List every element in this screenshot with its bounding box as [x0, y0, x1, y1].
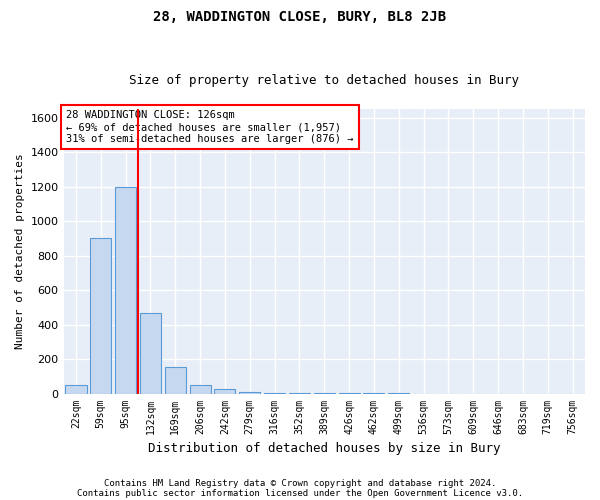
X-axis label: Distribution of detached houses by size in Bury: Distribution of detached houses by size …	[148, 442, 500, 455]
Y-axis label: Number of detached properties: Number of detached properties	[15, 154, 25, 349]
Bar	[65, 385, 86, 394]
Bar	[239, 392, 260, 394]
Bar	[90, 238, 112, 394]
Bar	[289, 393, 310, 394]
Bar	[264, 392, 285, 394]
Bar	[140, 312, 161, 394]
Bar	[115, 186, 136, 394]
Bar	[190, 385, 211, 394]
Text: 28 WADDINGTON CLOSE: 126sqm
← 69% of detached houses are smaller (1,957)
31% of : 28 WADDINGTON CLOSE: 126sqm ← 69% of det…	[66, 110, 353, 144]
Text: Contains HM Land Registry data © Crown copyright and database right 2024.: Contains HM Land Registry data © Crown c…	[104, 478, 496, 488]
Bar	[165, 367, 186, 394]
Bar	[214, 389, 235, 394]
Title: Size of property relative to detached houses in Bury: Size of property relative to detached ho…	[129, 74, 519, 87]
Text: Contains public sector information licensed under the Open Government Licence v3: Contains public sector information licen…	[77, 488, 523, 498]
Text: 28, WADDINGTON CLOSE, BURY, BL8 2JB: 28, WADDINGTON CLOSE, BURY, BL8 2JB	[154, 10, 446, 24]
